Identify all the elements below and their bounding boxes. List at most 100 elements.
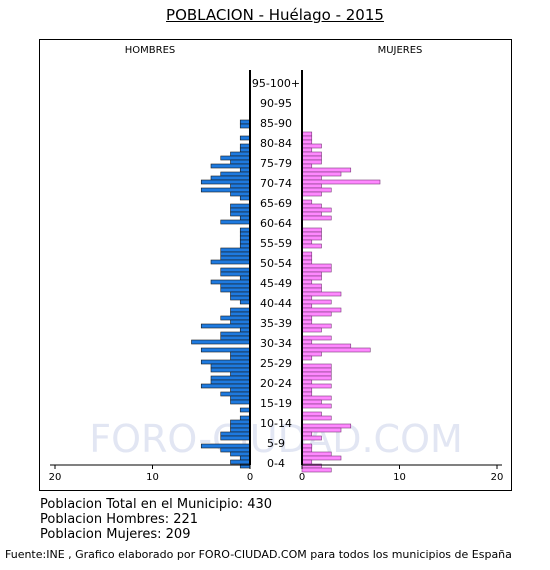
male-bar [230,387,251,393]
male-bar [230,371,251,377]
female-bar [301,175,322,181]
male-bar [230,319,251,325]
male-bar [220,287,251,293]
female-bar [301,191,322,197]
male-bar [239,195,251,201]
male-bar [230,451,251,457]
age-group-label: 60-64 [260,217,292,230]
male-bar [220,315,251,321]
female-bar [301,315,313,321]
female-bar [301,311,332,317]
female-bar [301,211,322,217]
male-bar [220,335,251,341]
male-bar [230,395,251,401]
age-group-label: 30-34 [260,337,292,350]
female-bar [301,339,313,345]
age-group-label: 45-49 [260,277,292,290]
female-bar [301,403,332,409]
male-bar [200,187,251,193]
female-bar [301,427,342,433]
age-group-label: 75-79 [260,157,292,170]
female-bar [301,279,313,285]
male-bar [220,435,251,441]
age-group-label: 40-44 [260,297,292,310]
male-bar [230,203,251,209]
male-bar [230,427,251,433]
male-bar [239,215,251,221]
male-bar [230,295,251,301]
female-bar [301,351,322,357]
male-x-tick-label: 0 [247,472,253,483]
male-bar [239,299,251,305]
male-bar [239,275,251,281]
male-bar [230,211,251,217]
male-bar [220,251,251,257]
age-group-label: 95-100+ [252,77,300,90]
male-bar [191,339,251,345]
male-bar [239,119,251,125]
female-bar [301,207,332,213]
male-bar [200,383,251,389]
female-bar [301,199,313,205]
age-group-label: 10-14 [260,417,292,430]
female-bar [301,179,381,185]
female-bar [301,183,322,189]
male-bar [210,375,251,381]
female-bar [301,335,332,341]
female-bar [301,287,322,293]
male-bar [220,219,251,225]
female-bar [301,391,313,397]
female-bar [301,187,332,193]
pyramid-svg: FORO-CIUDAD.COM HOMBRES MUJERES 95-100+ 90-9… [49,45,504,483]
female-bar [301,435,322,441]
female-bar [301,367,332,373]
female-bar [301,151,322,157]
male-bar [210,379,251,385]
female-bar [301,459,313,465]
female-bar [301,375,332,381]
male-bar [220,171,251,177]
female-bar [301,231,322,237]
female-bar [301,171,342,177]
male-bar [230,423,251,429]
female-bar [301,131,313,137]
age-group-label: 0-4 [267,457,285,470]
female-bar [301,443,313,449]
female-bar [301,291,342,297]
male-bar [230,291,251,297]
male-bar [230,419,251,425]
source-note: Fuente:INE , Grafico elaborado por FORO-… [5,548,512,561]
female-bar [301,139,313,145]
female-x-tick-label: 0 [299,472,305,483]
female-bar [301,203,322,209]
male-bar [220,283,251,289]
female-bar [301,451,332,457]
age-group-label: 35-39 [260,317,292,330]
male-bar [230,151,251,157]
male-bar [239,327,251,333]
female-bar [301,251,313,257]
female-bar [301,135,313,141]
male-bar [239,235,251,241]
female-bar [301,379,313,385]
male-bar [230,183,251,189]
female-bar [301,163,313,169]
age-group-label: 55-59 [260,237,292,250]
female-bar [301,411,322,417]
female-bar [301,167,352,173]
male-bar [230,159,251,165]
male-bar [230,355,251,361]
population-stats: Poblacion Total en el Municipio: 430 Pob… [40,497,272,542]
female-bar [301,283,322,289]
female-bar [301,159,322,165]
male-bar [220,247,251,253]
male-x-tick-label: 20 [49,472,62,483]
age-group-label: 65-69 [260,197,292,210]
female-bar [301,467,332,473]
age-group-label: 15-19 [260,397,292,410]
age-group-label: 5-9 [267,437,285,450]
male-bar [200,323,251,329]
male-bar [200,179,251,185]
male-bar [200,359,251,365]
female-bar [301,355,313,361]
